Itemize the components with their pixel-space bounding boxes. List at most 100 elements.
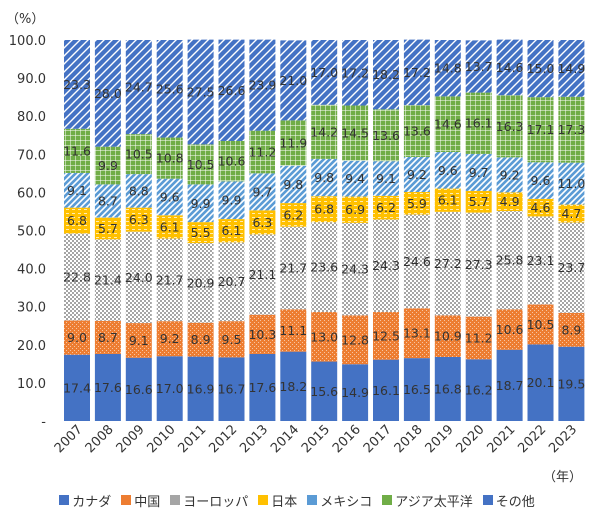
legend-swatch (307, 495, 318, 505)
legend-item: 日本 (258, 491, 297, 510)
data-label: 23.9 (248, 78, 276, 93)
data-label: 5.9 (407, 196, 427, 211)
data-label: 9.1 (129, 333, 149, 348)
bar-segment (125, 357, 152, 421)
data-label: 18.2 (372, 67, 400, 82)
data-label: 27.3 (465, 257, 493, 272)
data-label: 24.3 (341, 262, 369, 277)
x-tick-label: 2017 (361, 422, 395, 456)
bar-segment (311, 196, 338, 223)
data-label: 9.6 (531, 173, 551, 188)
data-label: 25.8 (496, 253, 524, 268)
bar-segment (342, 105, 369, 161)
bar-segment (125, 174, 152, 208)
bar-segment (342, 222, 369, 316)
legend-label: カナダ (72, 494, 112, 510)
bar-segment (156, 356, 183, 421)
data-label: 21.7 (156, 272, 184, 287)
data-label: 8.8 (129, 183, 149, 198)
legend-item: 中国 (121, 491, 160, 510)
bar-segment (218, 357, 245, 421)
bar-segment (465, 153, 492, 191)
data-label: 23.7 (557, 260, 585, 275)
bar-segment (218, 242, 245, 322)
data-label: 8.9 (561, 322, 581, 337)
data-label: 14.5 (341, 126, 369, 141)
data-label: 13.0 (310, 329, 338, 344)
bar-segment (125, 40, 152, 135)
data-label: 6.3 (129, 212, 149, 227)
data-label: 16.5 (403, 382, 431, 397)
bar-segment (280, 165, 307, 204)
legend-swatch (59, 495, 70, 505)
legend-item: カナダ (59, 491, 111, 510)
bar-segment (373, 40, 399, 110)
bar-segment (434, 40, 461, 97)
y-tick-label: 90.0 (17, 72, 46, 87)
bar-segment (465, 316, 492, 360)
bar-segment (373, 161, 399, 196)
bar-segment (156, 321, 183, 357)
y-axis-ticks: - 10.0 20.0 30.0 40.0 50.0 60.0 70.0 80.0 90.0 100… (9, 34, 47, 430)
data-label: 18.2 (279, 379, 307, 394)
bar-segment (125, 207, 152, 232)
data-label: 11.0 (557, 176, 585, 191)
bar-segment (249, 353, 276, 421)
bar-segment (403, 214, 430, 309)
data-label: 16.1 (372, 383, 400, 398)
bar-segment (64, 320, 90, 355)
bar-segment (125, 323, 152, 358)
legend-label: 日本 (271, 494, 298, 510)
data-label: 16.3 (496, 119, 524, 134)
legend-item: ヨーロッパ (170, 491, 248, 510)
data-label: 16.6 (125, 382, 153, 397)
bar-segment (558, 346, 585, 421)
data-label: 16.7 (218, 382, 246, 397)
bar-segment (373, 359, 399, 421)
bar-segment (527, 40, 554, 98)
bar-segment (94, 184, 121, 218)
data-label: 6.8 (314, 202, 334, 217)
data-label: 17.2 (341, 65, 369, 80)
data-label: 23.3 (63, 77, 91, 92)
bar-segment (558, 312, 585, 347)
bar-segment (218, 140, 245, 182)
bar-segment (496, 157, 523, 193)
data-label: 10.5 (187, 157, 215, 172)
bar-segment (64, 172, 90, 208)
data-label: 17.1 (527, 122, 555, 137)
bar-segment (249, 130, 276, 174)
y-axis-label: （%） (6, 12, 44, 27)
data-label: 23.1 (527, 253, 555, 268)
bar-segment (496, 192, 523, 212)
data-label: 10.5 (125, 147, 153, 162)
bar-segment (403, 39, 430, 106)
data-label: 9.2 (407, 167, 427, 182)
data-label: 21.7 (279, 261, 307, 276)
bar-segment (311, 104, 338, 159)
data-label: 4.7 (561, 206, 581, 221)
y-tick-label: 40.0 (17, 263, 46, 278)
data-label: 15.0 (527, 61, 555, 76)
bar-segment (465, 190, 492, 213)
bar-segment (342, 40, 369, 106)
legend-swatch (170, 495, 181, 505)
x-tick-label: 2018 (392, 422, 426, 456)
data-label: 13.6 (372, 128, 400, 143)
bar-segment (280, 351, 307, 421)
x-tick-label: 2016 (330, 422, 364, 456)
data-label: 5.5 (191, 225, 211, 240)
bar-segment (311, 158, 338, 197)
data-label: 14.9 (557, 61, 585, 76)
data-label: 9.2 (500, 167, 520, 182)
y-tick-label: 30.0 (17, 301, 46, 316)
data-label: 27.5 (187, 85, 215, 100)
data-label: 8.7 (98, 193, 118, 208)
bar-segment (373, 195, 399, 220)
bar-segment (64, 40, 90, 129)
bar-segment (403, 308, 430, 359)
legend-swatch (121, 495, 132, 505)
data-label: 9.7 (469, 165, 489, 180)
bar-segment (496, 349, 523, 421)
bar-segment (342, 160, 369, 197)
